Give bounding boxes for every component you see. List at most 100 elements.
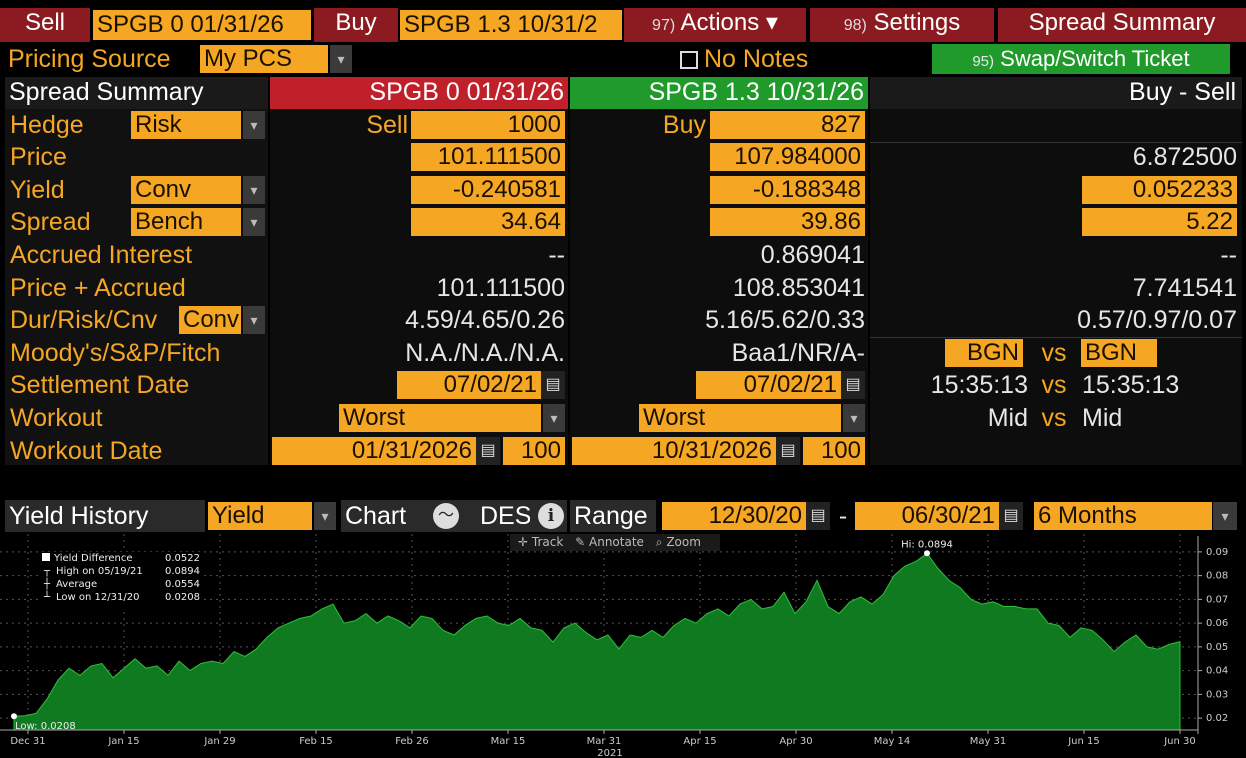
buy-workout-date-field[interactable]: 10/31/2026 [572, 437, 776, 465]
spread-summary-tab[interactable]: Spread Summary [998, 8, 1246, 42]
swap-label: Swap/Switch Ticket [1000, 46, 1190, 71]
buy-workout-calendar-icon[interactable]: ▤ [776, 437, 800, 465]
track-tool[interactable]: ✛ Track [518, 535, 563, 549]
yield-difference-area [13, 552, 1181, 731]
dur-risk-cnv-label: Dur/Risk/Cnv [10, 306, 158, 334]
buy-settle-calendar-icon[interactable]: ▤ [841, 371, 865, 399]
pricing-source-field[interactable]: My PCS [200, 45, 328, 73]
range-start-calendar-icon[interactable]: ▤ [806, 502, 830, 530]
legend-series-row[interactable]: Yield Difference 0.0522 [40, 552, 200, 565]
buy-quantity-field[interactable]: 827 [710, 111, 865, 139]
spread-type-field[interactable]: Bench [131, 208, 241, 236]
price-accrued-label: Price + Accrued [10, 274, 186, 302]
workout-date-label: Workout Date [10, 437, 163, 465]
chart-type-icon[interactable]: 〜 [433, 503, 459, 529]
yield-type-dropdown[interactable]: ▾ [243, 176, 265, 204]
sell-spread-field[interactable]: 34.64 [411, 208, 565, 236]
sell-workout-calendar-icon[interactable]: ▤ [476, 437, 500, 465]
buy-price-field[interactable]: 107.984000 [710, 143, 865, 171]
buy-spread-field[interactable]: 39.86 [710, 208, 865, 236]
range-end-field[interactable]: 06/30/21 [855, 502, 999, 530]
sell-workout-dropdown[interactable]: ▾ [543, 404, 565, 432]
diff-accrued-value: -- [1220, 241, 1237, 269]
buy-accrued-value: 0.869041 [760, 241, 865, 269]
mid-vs-label: vs [1041, 404, 1067, 432]
sell-dur-value: 4.59/4.65/0.26 [405, 306, 565, 334]
sell-workout-price-field[interactable]: 100 [503, 437, 565, 465]
diff-price-accrued-value: 7.741541 [1132, 274, 1237, 302]
track-label: Track [531, 535, 564, 549]
buy-settle-field[interactable]: 07/02/21 [696, 371, 841, 399]
sell-price-field[interactable]: 101.111500 [411, 143, 565, 171]
chart-button[interactable]: Chart [345, 502, 407, 530]
period-field[interactable]: 6 Months [1034, 502, 1212, 530]
range-label: Range [570, 500, 656, 532]
hedge-type-field[interactable]: Risk [131, 111, 241, 139]
diff-yield-field[interactable]: 0.052233 [1082, 176, 1237, 204]
ratings-label: Moody's/S&P/Fitch [10, 339, 221, 367]
history-type-field[interactable]: Yield [208, 502, 312, 530]
hedge-type-dropdown[interactable]: ▾ [243, 111, 265, 139]
legend-series-name: Yield Difference [54, 553, 133, 564]
dur-type-dropdown[interactable]: ▾ [243, 306, 265, 334]
time-right-value: 15:35:13 [1082, 371, 1180, 399]
range-dash: - [838, 502, 848, 530]
source-right-field[interactable]: BGN [1081, 339, 1157, 367]
buy-yield-field[interactable]: -0.188348 [710, 176, 865, 204]
sell-workout-date-field[interactable]: 01/31/2026 [272, 437, 476, 465]
diff-spread-field[interactable]: 5.22 [1082, 208, 1237, 236]
history-type-dropdown[interactable]: ▾ [314, 502, 336, 530]
source-left-field[interactable]: BGN [945, 339, 1023, 367]
y-tick-label: 0.02 [1206, 713, 1228, 724]
sell-side-label: Sell [366, 111, 408, 139]
range-end-calendar-icon[interactable]: ▤ [999, 502, 1023, 530]
legend-high-row: ┬ High on 05/19/21 0.0894 [44, 566, 200, 577]
x-tick-label: Mar 15 [491, 736, 526, 747]
buy-workout-dropdown[interactable]: ▾ [843, 404, 865, 432]
notes-button[interactable]: No Notes [680, 44, 830, 75]
sell-settle-field[interactable]: 07/02/21 [397, 371, 541, 399]
year-label: 2021 [597, 748, 622, 758]
legend-low-row: ┴ Low on 12/31/20 0.0208 [44, 592, 200, 603]
settings-button[interactable]: 98) Settings [810, 8, 994, 42]
yield-history-title: Yield History [5, 500, 205, 532]
zoom-tool[interactable]: ⌕ Zoom [656, 535, 701, 549]
settings-label: Settings [873, 9, 961, 36]
sell-workout-field[interactable]: Worst [339, 404, 541, 432]
des-button[interactable]: DES [480, 502, 530, 530]
diff-price-value: 6.872500 [1132, 143, 1237, 171]
sell-yield-field[interactable]: -0.240581 [411, 176, 565, 204]
actions-button[interactable]: 97) Actions ▾ [624, 8, 806, 42]
x-tick-label: May 31 [970, 736, 1007, 747]
sell-security-field[interactable]: SPGB 0 01/31/26 [93, 10, 311, 40]
accrued-interest-label: Accrued Interest [10, 241, 193, 269]
sell-settle-calendar-icon[interactable]: ▤ [541, 371, 565, 399]
y-axis: 0.09 0.08 0.07 0.06 0.05 0.04 0.03 0.02 [1197, 536, 1228, 734]
actions-num: 97) [652, 17, 676, 34]
buy-workout-price-field[interactable]: 100 [803, 437, 865, 465]
spread-type-dropdown[interactable]: ▾ [243, 208, 265, 236]
swap-switch-button[interactable]: 95) Swap/Switch Ticket [932, 44, 1230, 74]
x-tick-label: Apr 30 [779, 736, 812, 747]
spread-summary-header: Spread Summary [5, 77, 268, 109]
legend-low-value: 0.0208 [165, 592, 200, 603]
yield-history-chart[interactable]: 0.09 0.08 0.07 0.06 0.05 0.04 0.03 0.02 Dec 31 J… [0, 534, 1246, 758]
pricing-source-dropdown[interactable]: ▾ [330, 45, 352, 73]
dur-type-field[interactable]: Conv [179, 306, 241, 334]
buy-security-field[interactable]: SPGB 1.3 10/31/2 [400, 10, 622, 40]
hedge-label: Hedge [10, 111, 84, 139]
y-tick-label: 0.03 [1206, 689, 1228, 700]
buy-workout-field[interactable]: Worst [639, 404, 841, 432]
buy-label: Buy [314, 8, 398, 42]
legend-high-value: 0.0894 [165, 566, 200, 577]
info-icon[interactable]: i [538, 503, 564, 529]
yield-type-field[interactable]: Conv [131, 176, 241, 204]
x-axis: Dec 31 Jan 15 Jan 29 Feb 15 Feb 26 Mar 15 Mar … [0, 729, 1198, 758]
source-vs-label: vs [1041, 339, 1067, 367]
range-start-field[interactable]: 12/30/20 [662, 502, 806, 530]
actions-label: Actions ▾ [680, 9, 778, 36]
annotate-tool[interactable]: ✎ Annotate [575, 535, 644, 549]
diff-dur-value: 0.57/0.97/0.07 [1077, 306, 1237, 334]
sell-quantity-field[interactable]: 1000 [411, 111, 565, 139]
period-dropdown[interactable]: ▾ [1213, 502, 1237, 530]
